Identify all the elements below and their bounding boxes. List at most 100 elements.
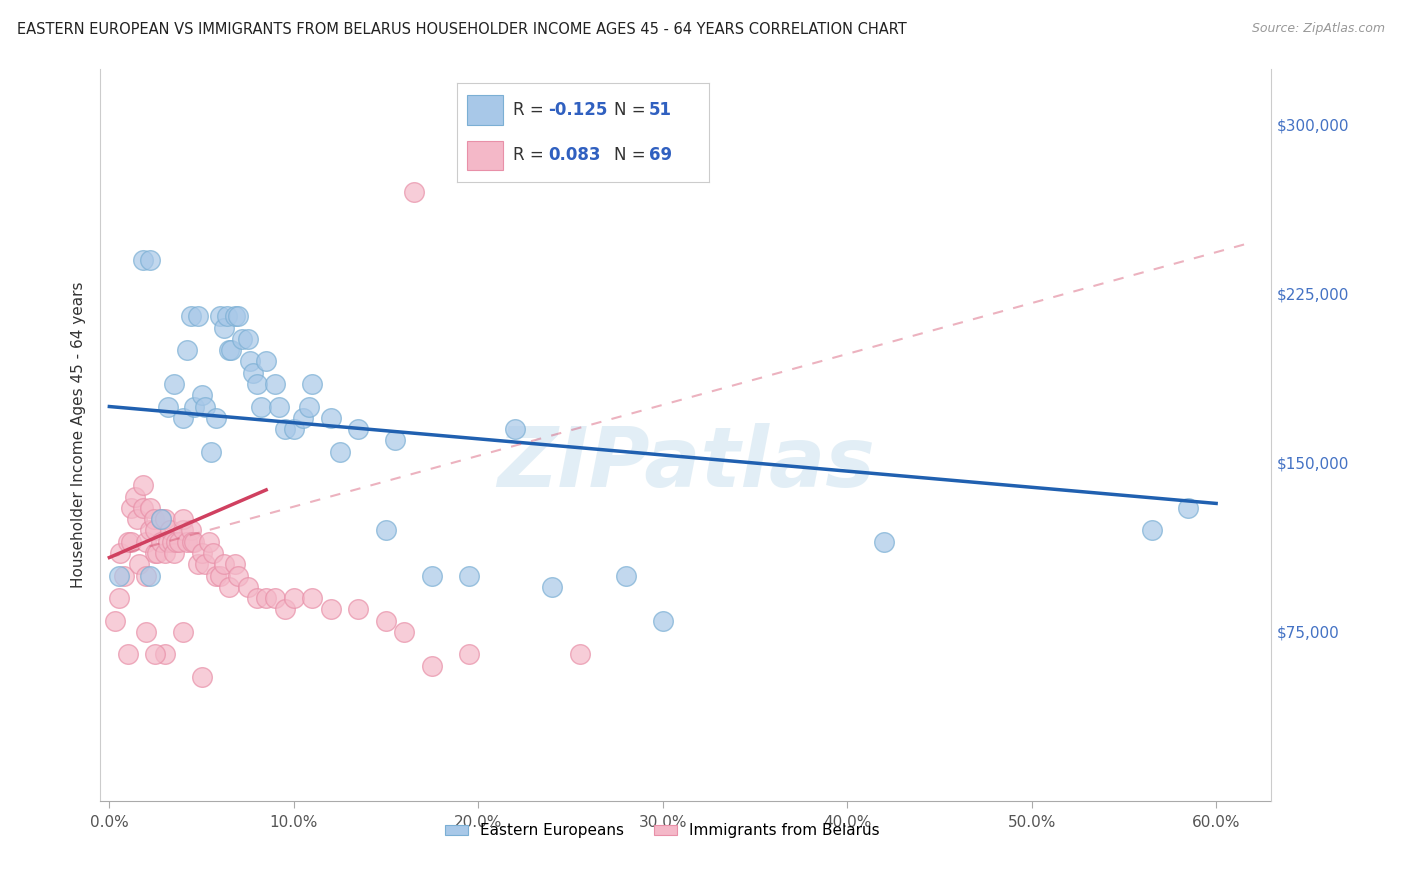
Text: EASTERN EUROPEAN VS IMMIGRANTS FROM BELARUS HOUSEHOLDER INCOME AGES 45 - 64 YEAR: EASTERN EUROPEAN VS IMMIGRANTS FROM BELA…: [17, 22, 907, 37]
Point: [503, 422, 526, 436]
Point: [124, 490, 146, 504]
Point: [246, 376, 269, 391]
Point: [208, 568, 231, 582]
Point: [153, 648, 176, 662]
Point: [172, 524, 194, 538]
Point: [651, 614, 673, 628]
Point: [194, 558, 217, 572]
Point: [402, 186, 425, 200]
Point: [347, 602, 370, 616]
Point: [347, 422, 370, 436]
Point: [150, 512, 173, 526]
Point: [181, 534, 204, 549]
Point: [121, 534, 143, 549]
Point: [157, 534, 180, 549]
Point: [238, 354, 260, 368]
Point: [319, 410, 342, 425]
Point: [384, 434, 406, 448]
Point: [131, 253, 153, 268]
Point: [205, 410, 228, 425]
Point: [139, 568, 162, 582]
Point: [190, 388, 212, 402]
Point: [198, 534, 221, 549]
Point: [301, 591, 323, 605]
Point: [218, 580, 240, 594]
Point: [157, 400, 180, 414]
Point: [190, 670, 212, 684]
Point: [165, 534, 187, 549]
Point: [142, 512, 165, 526]
Point: [176, 534, 198, 549]
Point: [541, 580, 564, 594]
Point: [420, 658, 443, 673]
Point: [264, 376, 287, 391]
Point: [375, 614, 398, 628]
Point: [292, 410, 315, 425]
Point: [125, 512, 148, 526]
Point: [183, 400, 205, 414]
Point: [146, 546, 169, 560]
Point: [329, 444, 352, 458]
Point: [873, 534, 896, 549]
Point: [283, 422, 305, 436]
Point: [183, 534, 205, 549]
Point: [187, 558, 209, 572]
Point: [172, 410, 194, 425]
Point: [236, 580, 259, 594]
Point: [187, 310, 209, 324]
Point: [231, 332, 253, 346]
Point: [131, 478, 153, 492]
Point: [224, 558, 246, 572]
Text: ZIPatlas: ZIPatlas: [496, 424, 875, 505]
Point: [375, 524, 398, 538]
Point: [394, 624, 416, 639]
Text: Source: ZipAtlas.com: Source: ZipAtlas.com: [1251, 22, 1385, 36]
Point: [121, 500, 143, 515]
Point: [254, 591, 277, 605]
Point: [614, 568, 637, 582]
Point: [145, 648, 167, 662]
Point: [242, 366, 264, 380]
Point: [180, 310, 202, 324]
Point: [172, 624, 194, 639]
Point: [273, 422, 295, 436]
Point: [153, 512, 176, 526]
Point: [254, 354, 277, 368]
Point: [150, 512, 173, 526]
Point: [246, 591, 269, 605]
Point: [228, 568, 250, 582]
Point: [139, 253, 162, 268]
Point: [264, 591, 287, 605]
Point: [219, 343, 242, 358]
Point: [224, 310, 246, 324]
Point: [145, 546, 167, 560]
Point: [139, 524, 162, 538]
Point: [172, 512, 194, 526]
Point: [212, 320, 235, 334]
Point: [273, 602, 295, 616]
Y-axis label: Householder Income Ages 45 - 64 years: Householder Income Ages 45 - 64 years: [72, 282, 86, 588]
Point: [135, 568, 157, 582]
Point: [163, 376, 186, 391]
Point: [153, 546, 176, 560]
Point: [110, 546, 132, 560]
Point: [205, 568, 228, 582]
Point: [208, 310, 231, 324]
Point: [458, 568, 481, 582]
Point: [212, 558, 235, 572]
Point: [297, 400, 319, 414]
Point: [159, 524, 181, 538]
Point: [145, 524, 167, 538]
Point: [128, 558, 150, 572]
Point: [104, 614, 127, 628]
Point: [319, 602, 342, 616]
Point: [150, 534, 173, 549]
Point: [420, 568, 443, 582]
Point: [201, 546, 224, 560]
Point: [107, 568, 129, 582]
Point: [1177, 500, 1199, 515]
Point: [283, 591, 305, 605]
Point: [131, 500, 153, 515]
Point: [160, 534, 183, 549]
Legend: Eastern Europeans, Immigrants from Belarus: Eastern Europeans, Immigrants from Belar…: [439, 817, 886, 845]
